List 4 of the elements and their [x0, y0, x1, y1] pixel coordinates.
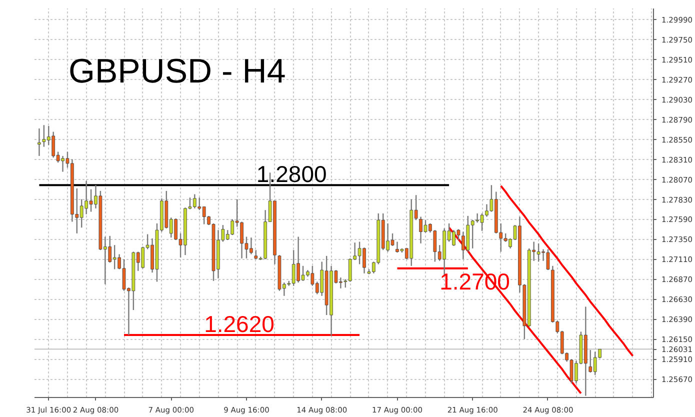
candlestick: [38, 128, 41, 157]
text: GBPUSD - H4: [68, 52, 286, 90]
annotation: 1.2800: [256, 161, 327, 188]
annotation: 1.2620: [204, 311, 274, 338]
